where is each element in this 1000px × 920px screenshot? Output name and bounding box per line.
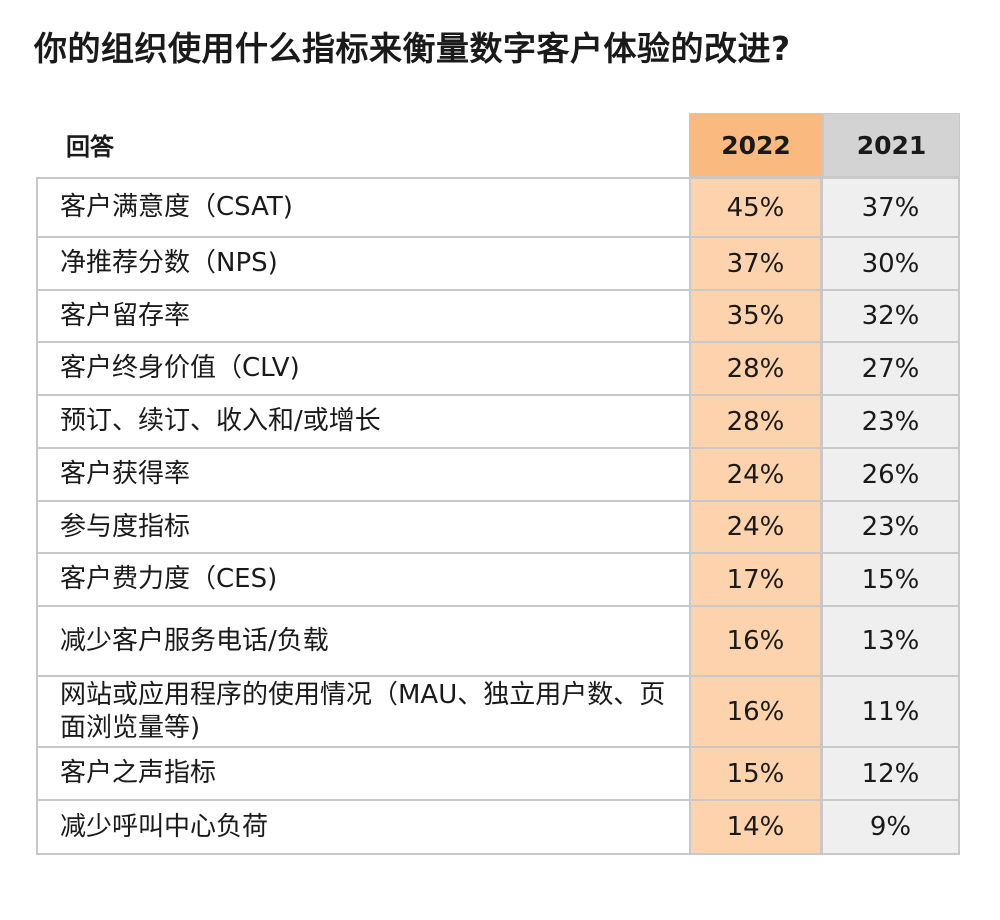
header-2021: 2021 xyxy=(823,113,960,177)
row-label: 预订、续订、收入和/或增长 xyxy=(38,396,689,447)
table-row: 客户满意度（CSAT) 45% 37% xyxy=(36,177,960,238)
value-2021: 13% xyxy=(823,607,958,675)
value-2022: 35% xyxy=(689,291,823,341)
value-2021: 23% xyxy=(823,502,958,552)
metrics-table: 回答 2022 2021 客户满意度（CSAT) 45% 37% 净推荐分数（NPS)… xyxy=(36,113,960,855)
value-2021: 12% xyxy=(823,748,958,799)
row-label: 参与度指标 xyxy=(38,502,689,552)
value-2022: 28% xyxy=(689,343,823,394)
value-2022: 24% xyxy=(689,502,823,552)
value-2021: 30% xyxy=(823,238,958,289)
chart-title: 你的组织使用什么指标来衡量数字客户体验的改进? xyxy=(34,29,791,68)
value-2021: 9% xyxy=(823,801,958,853)
row-label: 客户终身价值（CLV) xyxy=(38,343,689,394)
value-2022: 16% xyxy=(689,607,823,675)
table-row: 客户费力度（CES) 17% 15% xyxy=(36,554,960,607)
value-2021: 27% xyxy=(823,343,958,394)
value-2022: 37% xyxy=(689,238,823,289)
row-label: 客户满意度（CSAT) xyxy=(38,179,689,236)
row-label: 减少客户服务电话/负载 xyxy=(38,607,689,675)
table-row: 客户留存率 35% 32% xyxy=(36,291,960,343)
value-2022: 15% xyxy=(689,748,823,799)
value-2022: 14% xyxy=(689,801,823,853)
header-answer: 回答 xyxy=(66,133,114,161)
row-label: 客户留存率 xyxy=(38,291,689,341)
value-2022: 45% xyxy=(689,179,823,236)
row-label: 客户之声指标 xyxy=(38,748,689,799)
row-label: 客户费力度（CES) xyxy=(38,554,689,605)
row-label: 减少呼叫中心负荷 xyxy=(38,801,689,853)
table-row: 客户之声指标 15% 12% xyxy=(36,748,960,801)
value-2022: 24% xyxy=(689,449,823,500)
value-2021: 11% xyxy=(823,677,958,746)
table-row: 客户获得率 24% 26% xyxy=(36,449,960,502)
table-row: 网站或应用程序的使用情况（MAU、独立用户数、页面浏览量等) 16% 11% xyxy=(36,677,960,748)
table-row: 客户终身价值（CLV) 28% 27% xyxy=(36,343,960,396)
table-row: 减少客户服务电话/负载 16% 13% xyxy=(36,607,960,677)
value-2022: 28% xyxy=(689,396,823,447)
value-2022: 16% xyxy=(689,677,823,746)
value-2021: 32% xyxy=(823,291,958,341)
row-label: 净推荐分数（NPS) xyxy=(38,238,689,289)
row-label: 网站或应用程序的使用情况（MAU、独立用户数、页面浏览量等) xyxy=(38,677,689,746)
value-2021: 15% xyxy=(823,554,958,605)
value-2021: 26% xyxy=(823,449,958,500)
value-2021: 23% xyxy=(823,396,958,447)
table-row: 净推荐分数（NPS) 37% 30% xyxy=(36,238,960,291)
row-label: 客户获得率 xyxy=(38,449,689,500)
table-header: 回答 2022 2021 xyxy=(36,113,960,177)
table-body: 客户满意度（CSAT) 45% 37% 净推荐分数（NPS) 37% 30% 客户留存率 35… xyxy=(36,177,960,855)
table-row: 参与度指标 24% 23% xyxy=(36,502,960,554)
header-2022: 2022 xyxy=(689,113,823,177)
table-row: 减少呼叫中心负荷 14% 9% xyxy=(36,801,960,855)
table-row: 预订、续订、收入和/或增长 28% 23% xyxy=(36,396,960,449)
value-2021: 37% xyxy=(823,179,958,236)
value-2022: 17% xyxy=(689,554,823,605)
